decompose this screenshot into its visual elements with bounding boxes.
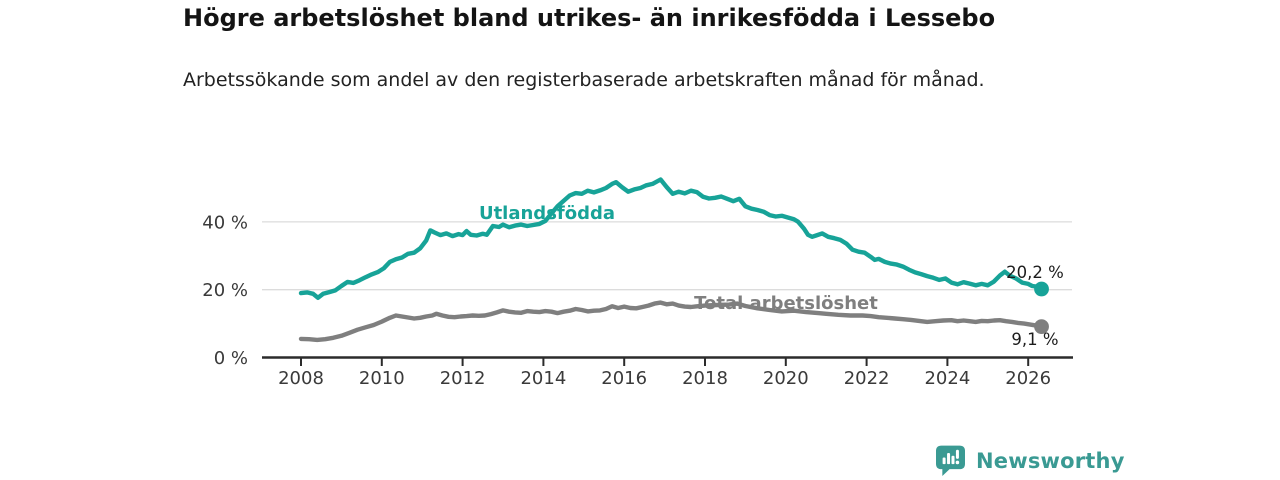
series-label-utlandsfodda: Utlandsfödda: [479, 203, 615, 224]
x-tick-label: 2012: [440, 368, 486, 389]
x-tick-label: 2014: [520, 368, 566, 389]
x-tick-label: 2018: [682, 368, 728, 389]
series-line-utlandsfodda: [298, 177, 1044, 300]
brand-name: Newsworthy: [976, 449, 1125, 473]
x-tick-label: 2024: [924, 368, 970, 389]
x-axis: [262, 356, 1073, 366]
gridlines: [262, 221, 1072, 291]
x-tick-label: 2026: [1005, 368, 1051, 389]
series-lines: [298, 177, 1049, 343]
x-tick-label: 2016: [601, 368, 647, 389]
end-value-label-total: 9,1 %: [1011, 330, 1058, 349]
y-tick-label: 0 %: [214, 348, 248, 369]
end-value-label-utlandsfodda: 20,2 %: [1006, 263, 1064, 282]
series-line-total: [298, 300, 1044, 343]
y-tick-label: 40 %: [202, 212, 248, 233]
newsworthy-logo-icon: [936, 445, 965, 476]
series-end-dot-utlandsfodda: [1034, 281, 1049, 297]
series-end-dot-total: [1034, 319, 1049, 335]
brand-footer: Newsworthy: [936, 445, 1125, 476]
x-tick-label: 2020: [763, 368, 809, 389]
x-axis-labels: 2008 2010 2012 2014 2016 2018 2020 2022 2024 2026: [278, 368, 1051, 389]
series-label-total-arbetsloshet: Total arbetslöshet: [694, 293, 878, 314]
page-title: Högre arbetslöshet bland utrikes- än inr…: [183, 4, 996, 32]
x-tick-label: 2010: [359, 368, 405, 389]
chart-subtitle: Arbetssökande som andel av den registerb…: [183, 69, 985, 91]
x-tick-label: 2008: [278, 368, 324, 389]
y-tick-label: 20 %: [202, 280, 248, 301]
x-tick-label: 2022: [844, 368, 890, 389]
y-axis-labels: 0 % 20 % 40 %: [202, 212, 248, 369]
